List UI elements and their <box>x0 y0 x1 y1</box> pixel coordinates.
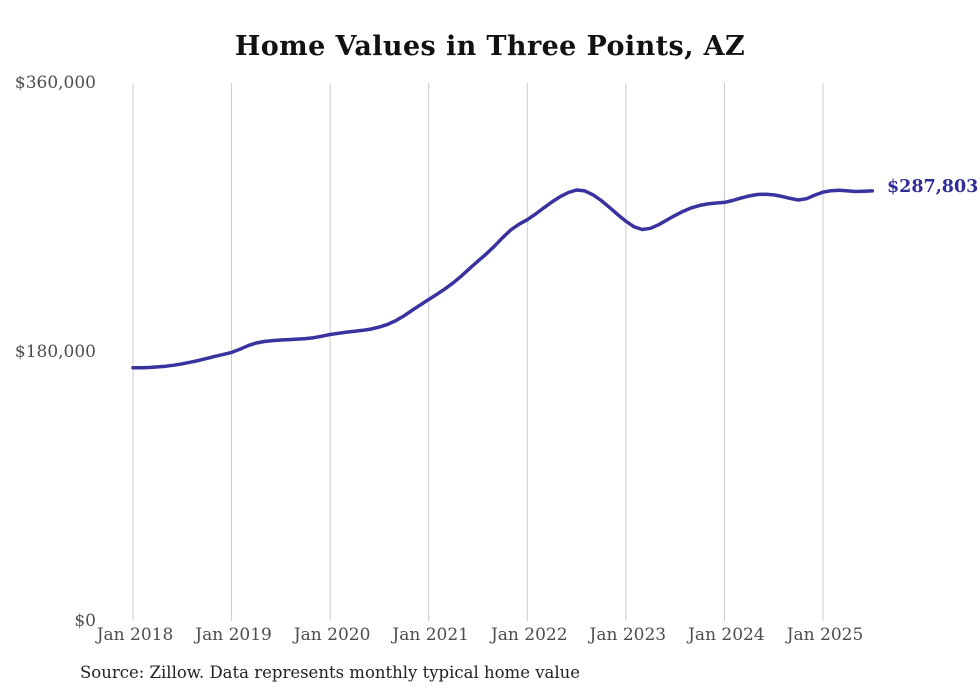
x-tick-label: Jan 2020 <box>293 625 371 645</box>
y-tick-label: $360,000 <box>14 73 96 93</box>
x-tick-label: Jan 2025 <box>786 625 864 645</box>
source-note: Source: Zillow. Data represents monthly … <box>80 663 581 682</box>
x-tick-label: Jan 2023 <box>589 625 667 645</box>
x-tick-label: Jan 2021 <box>392 625 469 645</box>
x-tick-label: Jan 2019 <box>195 625 272 645</box>
latest-value-label: $287,803 <box>887 176 979 197</box>
chart-title: Home Values in Three Points, AZ <box>234 31 746 62</box>
x-tick-label: Jan 2022 <box>490 625 568 645</box>
x-tick-label: Jan 2018 <box>96 625 174 645</box>
y-tick-label: $0 <box>74 611 96 631</box>
home-value-line <box>131 188 875 370</box>
x-tick-label: Jan 2024 <box>688 625 765 645</box>
y-tick-label: $180,000 <box>14 342 96 362</box>
